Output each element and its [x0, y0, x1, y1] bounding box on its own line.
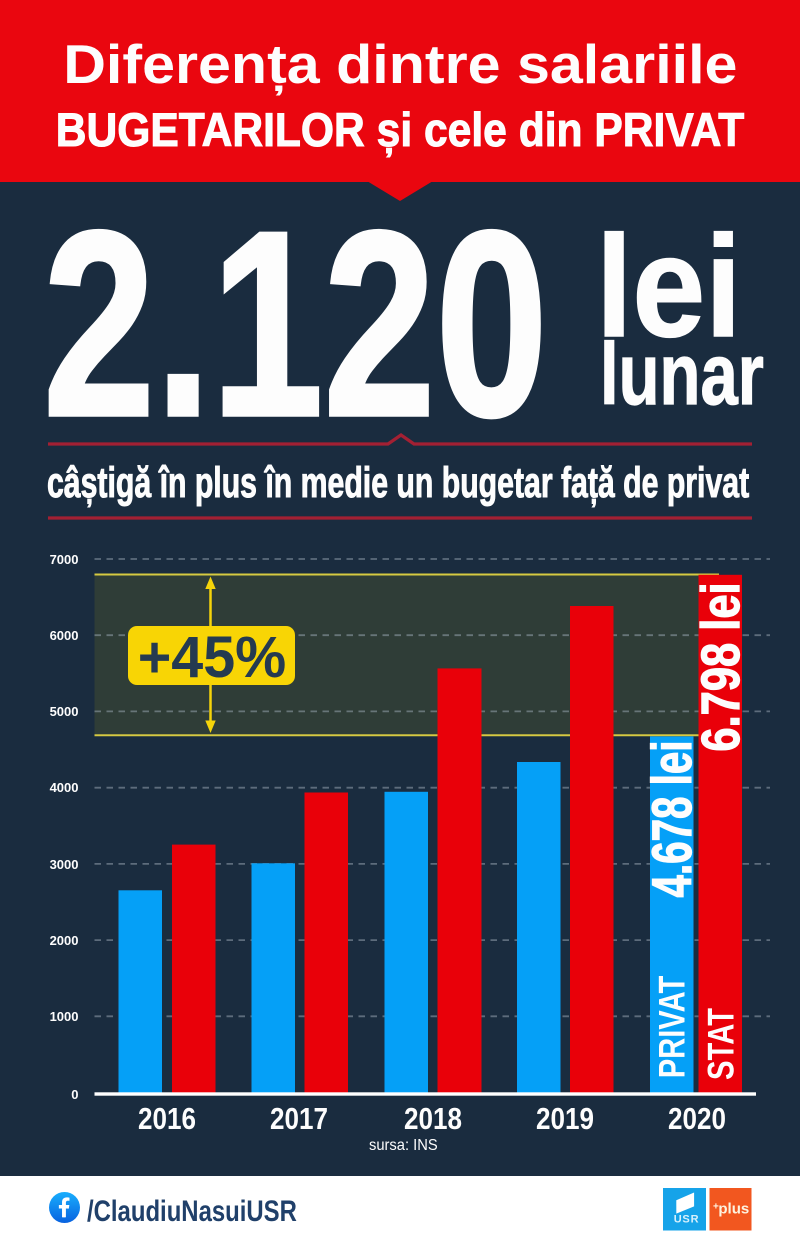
svg-text:+: + [713, 1201, 719, 1212]
svg-text:plus: plus [718, 1200, 749, 1217]
svg-text:USR: USR [674, 1213, 700, 1225]
